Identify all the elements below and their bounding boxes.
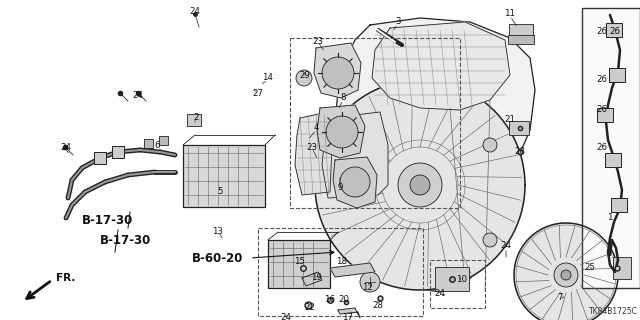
Polygon shape — [330, 263, 375, 277]
Circle shape — [340, 167, 370, 197]
Polygon shape — [322, 112, 388, 198]
Text: B-60-20: B-60-20 — [192, 252, 243, 265]
Text: 12: 12 — [362, 284, 374, 292]
Text: 16: 16 — [324, 295, 335, 305]
FancyBboxPatch shape — [112, 146, 124, 158]
FancyBboxPatch shape — [609, 68, 625, 82]
FancyBboxPatch shape — [597, 108, 613, 122]
FancyBboxPatch shape — [611, 198, 627, 212]
Text: 5: 5 — [217, 188, 223, 196]
Text: 2: 2 — [193, 114, 199, 123]
FancyBboxPatch shape — [605, 153, 621, 167]
Text: 26: 26 — [596, 143, 607, 153]
Bar — [290, 38, 460, 208]
Text: 7: 7 — [557, 293, 563, 302]
FancyBboxPatch shape — [606, 23, 622, 37]
Text: 26: 26 — [596, 76, 607, 84]
Polygon shape — [314, 43, 361, 98]
Bar — [582, 8, 640, 288]
Text: 3: 3 — [396, 18, 401, 27]
Polygon shape — [332, 18, 535, 292]
Bar — [258, 228, 423, 316]
Text: 26: 26 — [596, 28, 607, 36]
Text: B-17-30: B-17-30 — [100, 234, 151, 246]
Text: 24: 24 — [189, 7, 200, 17]
FancyBboxPatch shape — [435, 267, 469, 291]
Circle shape — [483, 138, 497, 152]
Text: 8: 8 — [340, 93, 346, 102]
Polygon shape — [372, 22, 510, 110]
Text: 28: 28 — [515, 148, 525, 156]
Text: 10: 10 — [456, 276, 467, 284]
Text: 24: 24 — [280, 314, 291, 320]
Circle shape — [360, 272, 380, 292]
Text: FR.: FR. — [56, 273, 76, 283]
FancyBboxPatch shape — [159, 135, 168, 145]
Circle shape — [410, 175, 430, 195]
Text: 23: 23 — [312, 37, 323, 46]
Text: 19: 19 — [310, 274, 321, 283]
Text: 21: 21 — [504, 116, 515, 124]
Text: 1: 1 — [607, 213, 612, 222]
Polygon shape — [514, 223, 618, 320]
Text: 26: 26 — [596, 106, 607, 115]
Text: 22: 22 — [305, 303, 316, 313]
Text: 11: 11 — [504, 10, 515, 19]
FancyBboxPatch shape — [187, 114, 201, 126]
FancyBboxPatch shape — [508, 35, 534, 44]
Circle shape — [554, 263, 578, 287]
Bar — [430, 260, 485, 308]
Text: 4: 4 — [313, 124, 319, 132]
FancyBboxPatch shape — [143, 139, 152, 148]
Text: TK84B1725C: TK84B1725C — [589, 307, 638, 316]
Text: 17: 17 — [342, 314, 353, 320]
FancyBboxPatch shape — [509, 24, 533, 40]
Text: 13: 13 — [212, 228, 223, 236]
Polygon shape — [317, 105, 365, 158]
Polygon shape — [315, 80, 525, 290]
FancyBboxPatch shape — [183, 145, 265, 207]
FancyBboxPatch shape — [613, 257, 631, 279]
Text: 6: 6 — [154, 140, 160, 149]
Text: 28: 28 — [372, 300, 383, 309]
Polygon shape — [338, 308, 360, 318]
Circle shape — [398, 163, 442, 207]
Circle shape — [296, 70, 312, 86]
Polygon shape — [302, 272, 322, 286]
Text: 18: 18 — [337, 258, 348, 267]
Text: 27: 27 — [253, 89, 264, 98]
Text: 20: 20 — [339, 295, 349, 305]
FancyBboxPatch shape — [94, 152, 106, 164]
Text: B-17-30: B-17-30 — [82, 213, 133, 227]
Circle shape — [322, 57, 354, 89]
Text: 15: 15 — [294, 258, 305, 267]
Text: 23: 23 — [307, 143, 317, 153]
FancyBboxPatch shape — [509, 121, 529, 135]
Text: 24: 24 — [435, 290, 445, 299]
Text: 24: 24 — [500, 242, 511, 251]
Polygon shape — [333, 157, 377, 208]
Text: 9: 9 — [337, 183, 342, 193]
Text: 25: 25 — [584, 263, 595, 273]
FancyBboxPatch shape — [268, 240, 330, 288]
Circle shape — [326, 116, 358, 148]
Polygon shape — [295, 112, 332, 195]
Circle shape — [483, 233, 497, 247]
Circle shape — [561, 270, 571, 280]
Text: 24: 24 — [132, 91, 143, 100]
Text: 29: 29 — [300, 70, 310, 79]
Text: 24: 24 — [61, 143, 72, 153]
Text: 14: 14 — [262, 74, 273, 83]
Text: 26: 26 — [609, 28, 621, 36]
